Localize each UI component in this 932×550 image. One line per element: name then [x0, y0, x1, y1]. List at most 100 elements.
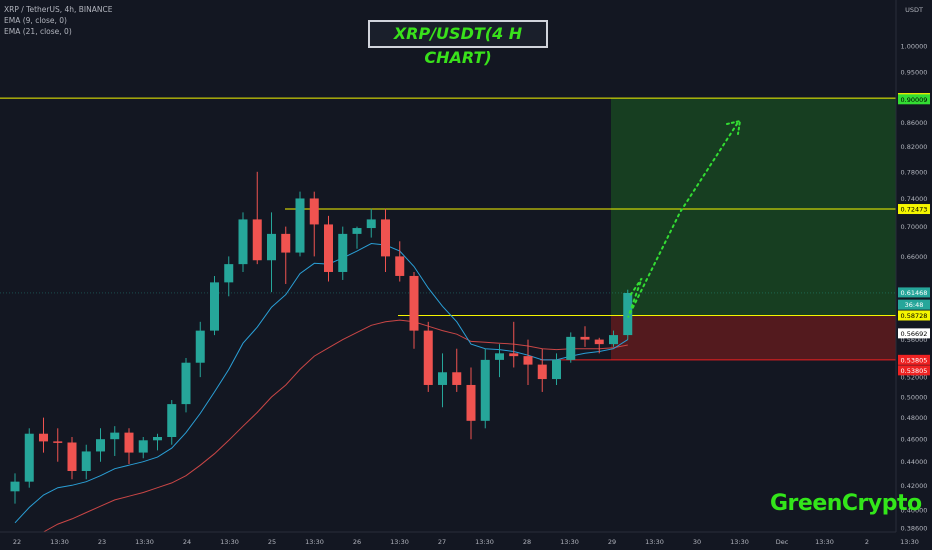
projection-path — [627, 121, 739, 318]
time-tick-label: 2 — [865, 538, 869, 546]
candle-body — [580, 336, 590, 340]
time-tick-label: 13:30 — [220, 538, 239, 546]
profit-zone — [611, 98, 896, 316]
candle-body — [110, 432, 120, 440]
candle-body — [395, 256, 405, 276]
price-tick-label: 0.56000 — [901, 336, 928, 344]
time-tick-label: 13:30 — [730, 538, 749, 546]
price-tag-bg — [898, 299, 930, 310]
time-tick-label: 28 — [523, 538, 531, 546]
price-tag-bg — [898, 204, 930, 215]
price-tag-label: 0.61468 — [901, 289, 928, 297]
candle — [309, 191, 319, 257]
price-tag: 0.56692 — [898, 328, 930, 339]
candle-body — [238, 219, 248, 265]
legend-ema21: EMA (21, close, 0) — [4, 27, 72, 36]
candle-body — [224, 264, 234, 283]
time-tick-label: 24 — [183, 538, 191, 546]
candle-body — [96, 439, 105, 452]
candle — [495, 344, 504, 378]
price-tag-bg — [898, 94, 930, 105]
time-tick-label: 27 — [438, 538, 446, 546]
price-tag-label: 0.90009 — [901, 96, 928, 104]
candle-body — [594, 339, 604, 345]
price-tag-bg — [898, 287, 930, 298]
candle — [338, 226, 348, 280]
candle — [39, 417, 48, 453]
price-tag-bg — [898, 328, 930, 339]
stop-zone — [611, 315, 896, 360]
time-tick-label: 13:30 — [900, 538, 919, 546]
legend-ema9: EMA (9, close, 0) — [4, 16, 67, 25]
candle-body — [623, 292, 633, 336]
candle — [452, 348, 462, 392]
price-tick-label: 0.42000 — [901, 482, 928, 490]
candle-body — [267, 233, 276, 261]
candle-body — [252, 219, 262, 261]
candle-body — [552, 359, 561, 380]
price-tag-label: 0.72473 — [901, 206, 928, 214]
candle-body — [352, 228, 362, 234]
chart-legend: XRP / TetherUS, 4h, BINANCE EMA (9, clos… — [4, 4, 112, 37]
ema21-line — [14, 319, 628, 550]
price-tick-label: 0.52000 — [901, 374, 928, 382]
price-axis — [896, 0, 932, 550]
time-tick-label: 13:30 — [135, 538, 154, 546]
time-axis — [0, 532, 932, 550]
candle-body — [409, 275, 419, 331]
candle-body — [24, 433, 34, 482]
time-tick-label: 13:30 — [475, 538, 494, 546]
currency-label: USDT — [905, 6, 923, 14]
candle — [523, 339, 533, 385]
candle — [238, 212, 248, 272]
candle — [395, 241, 405, 282]
candle — [181, 358, 191, 413]
candle — [124, 428, 134, 465]
price-tag: 0.61468 — [898, 287, 930, 298]
candle — [210, 275, 219, 336]
candle — [580, 326, 590, 347]
candle — [96, 428, 105, 462]
candle-body — [438, 372, 447, 385]
ema9-line — [14, 242, 629, 524]
price-tag-label: 0.56692 — [901, 330, 928, 338]
price-tag: 0.58728 — [898, 310, 930, 321]
price-tag: 0.90009 — [898, 94, 930, 105]
candle — [466, 367, 476, 440]
candle-body — [295, 198, 305, 253]
time-tick-label: Dec — [776, 538, 789, 546]
candle-body — [67, 442, 77, 471]
price-tick-label: 0.82000 — [901, 143, 928, 151]
price-tick-label: 0.86000 — [901, 119, 928, 127]
price-tick-label: 0.74000 — [901, 195, 928, 203]
candle — [110, 426, 120, 456]
chart-title: XRP/USDT(4 H CHART) — [368, 20, 548, 67]
candle — [195, 321, 205, 378]
time-tick-label: 25 — [268, 538, 276, 546]
price-tag-label: 0.53805 — [901, 367, 928, 375]
candle-body — [39, 433, 48, 442]
candle-body — [210, 282, 219, 331]
candle — [67, 436, 77, 480]
candle — [138, 436, 148, 459]
candle — [566, 332, 576, 363]
price-tick-label: 1.00000 — [901, 43, 928, 51]
candle-body — [124, 432, 134, 453]
price-tag: 0.53805 — [898, 354, 930, 365]
price-tick-label: 0.48000 — [901, 414, 928, 422]
time-tick-label: 26 — [353, 538, 361, 546]
candle-body — [537, 364, 547, 380]
price-tick-label: 0.38600 — [901, 525, 928, 533]
candle-body — [195, 330, 205, 363]
candle — [81, 444, 91, 480]
candle — [537, 348, 547, 392]
candle — [509, 321, 519, 368]
price-tick-label: 0.70000 — [901, 223, 928, 231]
candle-body — [53, 441, 63, 443]
candle — [609, 330, 618, 347]
candle — [295, 191, 305, 257]
candle-body — [495, 353, 504, 360]
time-tick-label: 13:30 — [560, 538, 579, 546]
candle-body — [509, 353, 519, 357]
